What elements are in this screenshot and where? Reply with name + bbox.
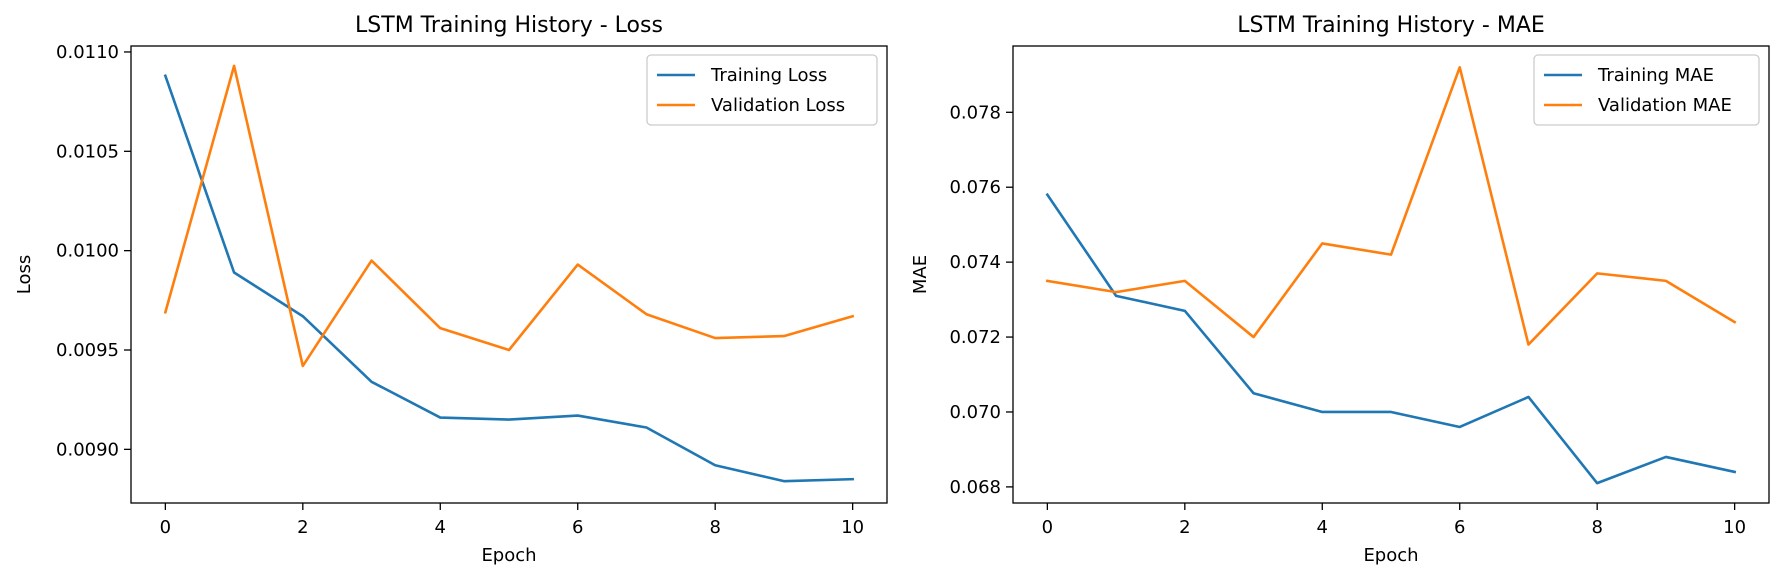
x-axis-label: Epoch bbox=[1363, 545, 1418, 566]
x-tick-label: 4 bbox=[435, 517, 446, 538]
y-tick-label: 0.0105 bbox=[56, 141, 119, 162]
legend-box bbox=[1533, 54, 1760, 126]
y-tick-label: 0.072 bbox=[949, 327, 1001, 348]
y-tick-label: 0.0095 bbox=[56, 340, 119, 361]
legend-entry: Training MAE bbox=[1597, 65, 1714, 86]
legend-entry: Training Loss bbox=[710, 65, 827, 86]
x-tick-label: 10 bbox=[841, 517, 864, 538]
y-axis-label: Loss bbox=[14, 255, 35, 294]
x-tick-label: 2 bbox=[297, 517, 308, 538]
series-line-training bbox=[1045, 192, 1737, 485]
x-tick-label: 6 bbox=[572, 517, 583, 538]
series-line-validation bbox=[1045, 66, 1737, 346]
y-tick-label: 0.068 bbox=[949, 477, 1001, 498]
legend-entry: Validation Loss bbox=[711, 95, 845, 116]
mae-chart: LSTM Training History - MAE 0 2 4 6 8 10 0.068 0… bbox=[910, 13, 1770, 566]
y-tick-label: 0.0090 bbox=[56, 439, 119, 460]
legend-entry: Validation MAE bbox=[1598, 95, 1732, 116]
x-tick-label: 6 bbox=[1454, 517, 1465, 538]
y-tick-label: 0.0110 bbox=[56, 42, 119, 63]
series-line-validation bbox=[163, 64, 855, 368]
y-tick-label: 0.070 bbox=[949, 402, 1001, 423]
legend-box bbox=[646, 54, 878, 126]
y-tick-label: 0.074 bbox=[949, 252, 1001, 273]
x-tick-label: 8 bbox=[709, 517, 720, 538]
x-tick-label: 8 bbox=[1591, 517, 1602, 538]
x-tick-label: 0 bbox=[160, 517, 171, 538]
y-tick-label: 0.076 bbox=[949, 177, 1001, 198]
x-tick-label: 10 bbox=[1723, 517, 1746, 538]
chart-title: LSTM Training History - MAE bbox=[1237, 13, 1545, 38]
y-tick-label: 0.078 bbox=[949, 102, 1001, 123]
series-lines bbox=[163, 64, 855, 483]
y-tick-label: 0.0100 bbox=[56, 241, 119, 262]
chart-title: LSTM Training History - Loss bbox=[355, 13, 663, 38]
loss-chart: LSTM Training History - Loss 0 2 4 6 8 10 0.009… bbox=[14, 13, 888, 566]
x-tick-label: 4 bbox=[1317, 517, 1328, 538]
x-axis-label: Epoch bbox=[481, 545, 536, 566]
series-lines bbox=[1045, 66, 1737, 485]
legend: Training Loss Validation Loss bbox=[646, 54, 878, 126]
x-tick-label: 2 bbox=[1179, 517, 1190, 538]
x-tick-label: 0 bbox=[1042, 517, 1053, 538]
legend: Training MAE Validation MAE bbox=[1533, 54, 1760, 126]
axes-frame bbox=[130, 45, 888, 504]
series-line-training bbox=[163, 74, 854, 483]
y-axis-label: MAE bbox=[910, 255, 931, 294]
axes-frame bbox=[1012, 45, 1770, 504]
